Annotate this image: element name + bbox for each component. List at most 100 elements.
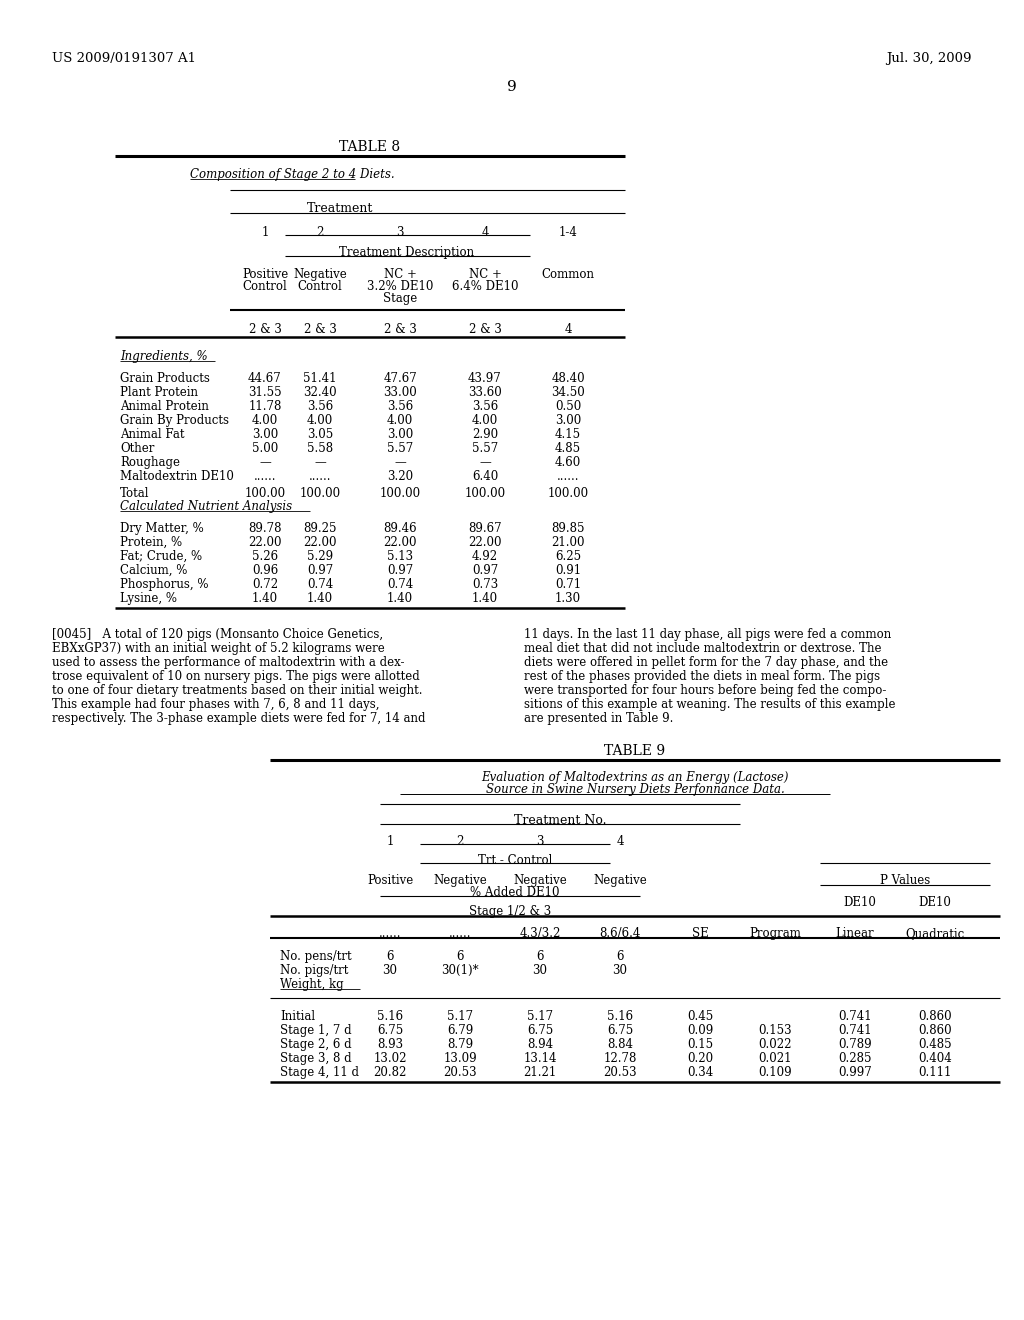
Text: Stage 1/2 & 3: Stage 1/2 & 3 [469, 906, 551, 917]
Text: sitions of this example at weaning. The results of this example: sitions of this example at weaning. The … [524, 698, 896, 711]
Text: 3.05: 3.05 [307, 428, 333, 441]
Text: This example had four phases with 7, 6, 8 and 11 days,: This example had four phases with 7, 6, … [52, 698, 380, 711]
Text: —: — [314, 455, 326, 469]
Text: 6.25: 6.25 [555, 550, 581, 564]
Text: 100.00: 100.00 [299, 487, 341, 500]
Text: 100.00: 100.00 [548, 487, 589, 500]
Text: 2: 2 [316, 226, 324, 239]
Text: 9: 9 [507, 81, 517, 94]
Text: 89.78: 89.78 [248, 521, 282, 535]
Text: Treatment No.: Treatment No. [514, 814, 606, 828]
Text: Phosphorus, %: Phosphorus, % [120, 578, 209, 591]
Text: Source in Swine Nursery Diets Perfonnance Data.: Source in Swine Nursery Diets Perfonnanc… [485, 783, 784, 796]
Text: SE: SE [691, 927, 709, 940]
Text: 0.021: 0.021 [758, 1052, 792, 1065]
Text: 89.67: 89.67 [468, 521, 502, 535]
Text: 0.860: 0.860 [919, 1010, 952, 1023]
Text: trose equivalent of 10 on nursery pigs. The pigs were allotted: trose equivalent of 10 on nursery pigs. … [52, 671, 420, 682]
Text: Maltodextrin DE10: Maltodextrin DE10 [120, 470, 233, 483]
Text: Stage: Stage [383, 292, 417, 305]
Text: 100.00: 100.00 [245, 487, 286, 500]
Text: 0.285: 0.285 [839, 1052, 871, 1065]
Text: Grain By Products: Grain By Products [120, 414, 229, 426]
Text: 8.94: 8.94 [527, 1038, 553, 1051]
Text: 0.97: 0.97 [387, 564, 413, 577]
Text: 30: 30 [612, 964, 628, 977]
Text: 4: 4 [481, 226, 488, 239]
Text: Lysine, %: Lysine, % [120, 591, 177, 605]
Text: 4.00: 4.00 [252, 414, 279, 426]
Text: 5.57: 5.57 [472, 442, 498, 455]
Text: 30: 30 [532, 964, 548, 977]
Text: 2.90: 2.90 [472, 428, 498, 441]
Text: Dry Matter, %: Dry Matter, % [120, 521, 204, 535]
Text: 30: 30 [383, 964, 397, 977]
Text: Ingredients, %: Ingredients, % [120, 350, 208, 363]
Text: 32.40: 32.40 [303, 385, 337, 399]
Text: ......: ...... [254, 470, 276, 483]
Text: Quadratic: Quadratic [905, 927, 965, 940]
Text: Composition of Stage 2 to 4 Diets.: Composition of Stage 2 to 4 Diets. [190, 168, 394, 181]
Text: meal diet that did not include maltodextrin or dextrose. The: meal diet that did not include maltodext… [524, 642, 882, 655]
Text: 3.00: 3.00 [387, 428, 413, 441]
Text: 22.00: 22.00 [303, 536, 337, 549]
Text: Common: Common [542, 268, 595, 281]
Text: 6: 6 [616, 950, 624, 964]
Text: 0.73: 0.73 [472, 578, 498, 591]
Text: Control: Control [298, 280, 342, 293]
Text: 12.78: 12.78 [603, 1052, 637, 1065]
Text: ......: ...... [449, 927, 471, 940]
Text: were transported for four hours before being fed the compo-: were transported for four hours before b… [524, 684, 887, 697]
Text: 4: 4 [616, 836, 624, 847]
Text: 13.14: 13.14 [523, 1052, 557, 1065]
Text: 2 & 3: 2 & 3 [249, 323, 282, 337]
Text: 3: 3 [537, 836, 544, 847]
Text: 1: 1 [386, 836, 393, 847]
Text: NC +: NC + [384, 268, 417, 281]
Text: 0.153: 0.153 [758, 1024, 792, 1038]
Text: respectively. The 3-phase example diets were fed for 7, 14 and: respectively. The 3-phase example diets … [52, 711, 426, 725]
Text: 0.09: 0.09 [687, 1024, 713, 1038]
Text: Other: Other [120, 442, 155, 455]
Text: Fat; Crude, %: Fat; Crude, % [120, 550, 202, 564]
Text: Jul. 30, 2009: Jul. 30, 2009 [887, 51, 972, 65]
Text: 20.53: 20.53 [603, 1067, 637, 1078]
Text: 4.85: 4.85 [555, 442, 581, 455]
Text: 89.46: 89.46 [383, 521, 417, 535]
Text: EBXxGP37) with an initial weight of 5.2 kilograms were: EBXxGP37) with an initial weight of 5.2 … [52, 642, 385, 655]
Text: 0.741: 0.741 [839, 1010, 871, 1023]
Text: 0.109: 0.109 [758, 1067, 792, 1078]
Text: Negative: Negative [293, 268, 347, 281]
Text: Negative: Negative [433, 874, 486, 887]
Text: 4.92: 4.92 [472, 550, 498, 564]
Text: Animal Fat: Animal Fat [120, 428, 184, 441]
Text: 8.84: 8.84 [607, 1038, 633, 1051]
Text: DE10: DE10 [919, 896, 951, 909]
Text: Treatment: Treatment [307, 202, 373, 215]
Text: 20.82: 20.82 [374, 1067, 407, 1078]
Text: Animal Protein: Animal Protein [120, 400, 209, 413]
Text: 1: 1 [261, 226, 268, 239]
Text: Protein, %: Protein, % [120, 536, 182, 549]
Text: NC +: NC + [469, 268, 502, 281]
Text: 0.997: 0.997 [838, 1067, 871, 1078]
Text: Program: Program [750, 927, 801, 940]
Text: 3.56: 3.56 [387, 400, 413, 413]
Text: Grain Products: Grain Products [120, 372, 210, 385]
Text: 22.00: 22.00 [468, 536, 502, 549]
Text: 0.72: 0.72 [252, 578, 279, 591]
Text: 5.17: 5.17 [446, 1010, 473, 1023]
Text: 4.00: 4.00 [472, 414, 498, 426]
Text: 11 days. In the last 11 day phase, all pigs were fed a common: 11 days. In the last 11 day phase, all p… [524, 628, 891, 642]
Text: 47.67: 47.67 [383, 372, 417, 385]
Text: 3.56: 3.56 [472, 400, 498, 413]
Text: 5.58: 5.58 [307, 442, 333, 455]
Text: 0.74: 0.74 [387, 578, 413, 591]
Text: 5.16: 5.16 [377, 1010, 403, 1023]
Text: 6.40: 6.40 [472, 470, 498, 483]
Text: 89.85: 89.85 [551, 521, 585, 535]
Text: ......: ...... [379, 927, 401, 940]
Text: 13.09: 13.09 [443, 1052, 477, 1065]
Text: Weight, kg: Weight, kg [280, 978, 344, 991]
Text: Stage 2, 6 d: Stage 2, 6 d [280, 1038, 351, 1051]
